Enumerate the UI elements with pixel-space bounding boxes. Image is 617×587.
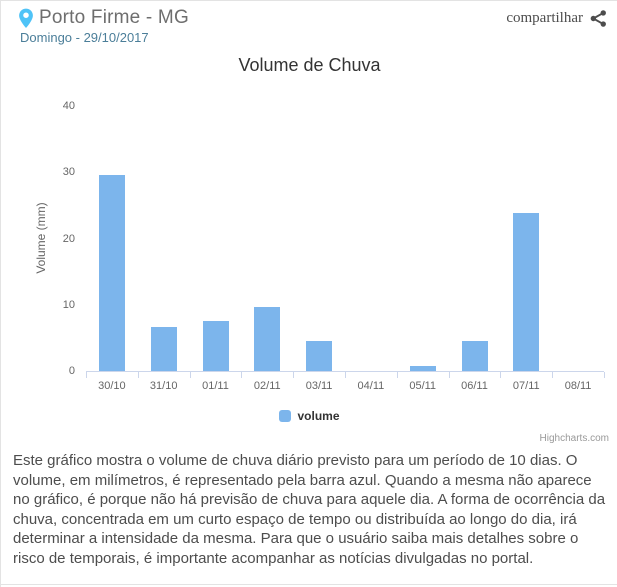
x-label-02/11: 02/11 — [253, 380, 281, 392]
bar-07/11[interactable] — [513, 213, 540, 371]
location-title-row: Porto Firme - MG — [18, 7, 189, 29]
plot-area — [86, 106, 604, 372]
share-button[interactable]: compartilhar — [506, 9, 608, 28]
legend-item-volume[interactable]: volume — [1, 409, 617, 423]
x-tick — [604, 372, 605, 378]
x-label-04/11: 04/11 — [357, 380, 385, 392]
legend-swatch — [279, 410, 292, 422]
x-tick — [500, 372, 502, 378]
x-tick — [137, 372, 139, 378]
x-tick — [396, 372, 398, 378]
bar-31/10[interactable] — [150, 327, 177, 371]
date-subtitle: Domingo - 29/10/2017 — [20, 30, 149, 45]
pin-hole — [23, 11, 29, 18]
x-tick — [345, 372, 346, 378]
header: Porto Firme - MG Domingo - 29/10/2017 co… — [1, 1, 617, 49]
y-tick-label: 10 — [62, 298, 75, 311]
legend-label: volume — [297, 409, 340, 423]
x-tick — [241, 372, 243, 378]
share-icon — [590, 10, 606, 27]
description-text: Este gráfico mostra o volume de chuva di… — [13, 452, 606, 567]
bar-06/11[interactable] — [461, 340, 488, 371]
highcharts-credit[interactable]: Highcharts.com — [539, 433, 609, 444]
y-tick-label: 30 — [62, 166, 75, 179]
x-label-06/11: 06/11 — [461, 380, 488, 392]
pin-shape — [19, 8, 33, 28]
share-label: compartilhar — [506, 10, 583, 26]
bottom-divider — [1, 584, 617, 585]
location-title: Porto Firme - MG — [39, 7, 189, 28]
bar-01/11[interactable] — [202, 320, 229, 371]
rain-volume-chart: Volume de Chuva Volume (mm) 0 10 20 30 40 30… — [1, 49, 617, 449]
y-tick-label: 20 — [62, 232, 75, 245]
x-label-08/11: 08/11 — [564, 380, 592, 392]
bar-03/11[interactable] — [306, 340, 333, 371]
chart-title: Volume de Chuva — [238, 55, 381, 75]
bar-30/10[interactable] — [98, 174, 125, 371]
x-label-30/10: 30/10 — [98, 380, 126, 392]
x-tick — [189, 372, 191, 378]
x-tick — [552, 372, 554, 378]
x-tick — [448, 372, 450, 378]
x-label-03/11: 03/11 — [305, 380, 333, 392]
location-pin-icon — [19, 8, 33, 28]
x-label-07/11: 07/11 — [512, 380, 540, 392]
x-tick — [293, 372, 295, 378]
x-tick — [86, 372, 87, 378]
bar-02/11[interactable] — [254, 307, 281, 371]
bar-05/11[interactable] — [409, 365, 436, 371]
x-label-05/11: 05/11 — [409, 380, 437, 392]
x-label-31/10: 31/10 — [149, 380, 178, 392]
y-tick-label: 0 — [68, 365, 75, 377]
y-tick-label: 40 — [62, 100, 75, 112]
x-label-01/11: 01/11 — [202, 380, 229, 392]
